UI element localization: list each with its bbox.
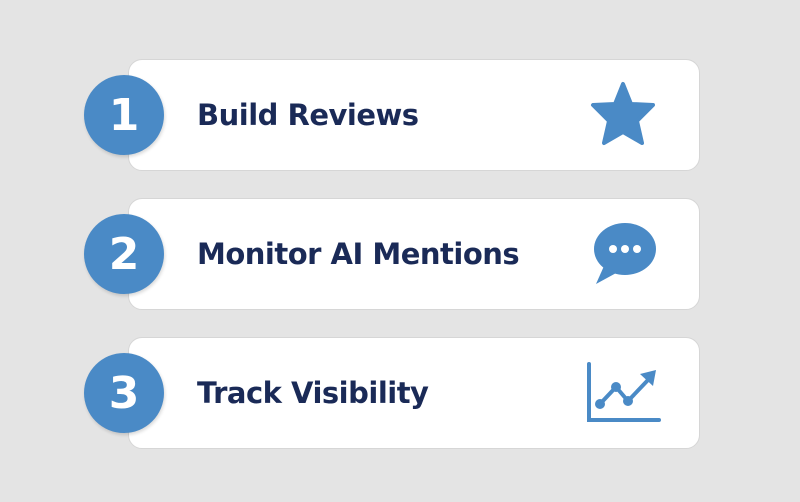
star-icon — [591, 82, 655, 145]
step-label: Build Reviews — [197, 98, 419, 132]
line-chart-icon — [587, 362, 661, 422]
step-label: Monitor AI Mentions — [197, 237, 520, 271]
step-number-badge: 1 — [84, 75, 164, 155]
step-label: Track Visibility — [197, 376, 429, 410]
step-number-badge: 2 — [84, 214, 164, 294]
step-number-badge: 3 — [84, 353, 164, 433]
step-card — [128, 337, 700, 449]
speech-bubble-icon — [594, 223, 656, 284]
